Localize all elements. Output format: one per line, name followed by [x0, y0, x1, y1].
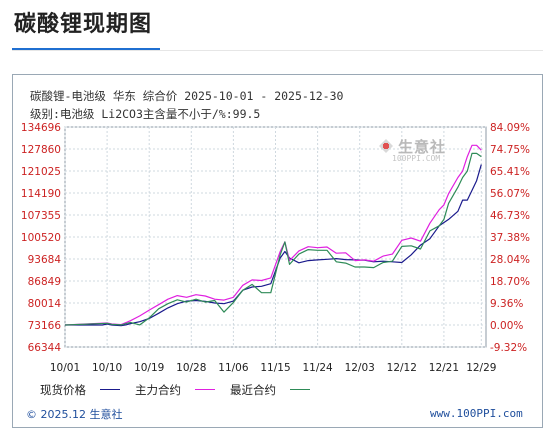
logo-icon: [379, 139, 393, 153]
legend-spot-swatch: [100, 389, 120, 390]
series-layer: [64, 144, 482, 327]
y-tick-label-right: 74.75%: [490, 144, 530, 156]
footer-site-link[interactable]: www.100PPI.com: [430, 407, 523, 420]
y-tick-label-left: 127860: [21, 144, 61, 156]
y-tick-label-left: 86849: [28, 276, 61, 288]
y-tick-label-left: 73166: [28, 320, 62, 332]
logo-url: 100PPI.COM: [392, 154, 441, 163]
logo-name: 生意社: [398, 138, 447, 156]
y-tick-label-left: 134696: [21, 122, 61, 134]
x-tick-label: 10/10: [92, 362, 122, 374]
y-tick-label-left: 107355: [21, 210, 61, 222]
y-tick-label-right: 56.07%: [490, 188, 530, 200]
y-tick-label-left: 121025: [21, 166, 61, 178]
footer-copyright: © 2025.12 生意社: [26, 408, 123, 421]
x-tick-label: 12/21: [429, 362, 459, 374]
series-line-nearest: [64, 152, 482, 326]
series-line-spot: [65, 164, 482, 327]
title-divider: [12, 50, 543, 51]
y-tick-label-right: 9.36%: [490, 298, 523, 310]
y-tick-label-right: 46.73%: [490, 210, 530, 222]
y-tick-label-left: 93684: [28, 254, 62, 266]
page-title: 碳酸锂现期图: [14, 12, 153, 37]
x-tick-label: 12/03: [345, 362, 375, 374]
y-tick-label-right: 28.04%: [490, 254, 530, 266]
legend-spot-label: 现货价格: [40, 383, 86, 397]
grid-layer: [64, 126, 487, 348]
y-tick-label-left: 66344: [28, 342, 62, 354]
y-tick-label-right: 84.09%: [490, 122, 530, 134]
x-tick-label: 10/28: [176, 362, 206, 374]
y-tick-label-right: -9.32%: [490, 342, 527, 354]
x-tick-label: 11/06: [218, 362, 249, 374]
legend-nearest-swatch: [290, 389, 310, 390]
y-tick-label-left: 114190: [21, 188, 61, 200]
y-tick-label-right: 37.38%: [490, 232, 530, 244]
legend-nearest-label: 最近合约: [230, 383, 276, 397]
chart-title: 碳酸锂-电池级 华东 综合价 2025-10-01 - 2025-12-30: [30, 89, 344, 103]
x-tick-label: 11/15: [260, 362, 290, 374]
x-tick-label: 10/19: [134, 362, 164, 374]
legend-main-swatch: [195, 389, 215, 390]
y-tick-label-left: 100520: [21, 232, 61, 244]
chart-subtitle: 级别:电池级 Li2CO3主含量不小于/%:99.5: [30, 107, 261, 121]
x-tick-label: 11/24: [302, 362, 333, 374]
title-underline: [12, 48, 160, 50]
y-tick-label-right: 18.70%: [490, 276, 530, 288]
y-tick-label-right: 0.00%: [490, 320, 523, 332]
y-tick-label-right: 65.41%: [490, 166, 530, 178]
y-tick-label-left: 80014: [28, 298, 62, 310]
ticks-layer: 134696 84.09% 127860 74.75% 121025 65.41% 1141…: [21, 122, 530, 374]
x-tick-label: 12/12: [387, 362, 417, 374]
x-tick-label: 12/29: [466, 362, 496, 374]
legend-main-label: 主力合约: [135, 383, 181, 397]
series-line-main: [64, 144, 482, 326]
x-tick-label: 10/01: [50, 362, 80, 374]
